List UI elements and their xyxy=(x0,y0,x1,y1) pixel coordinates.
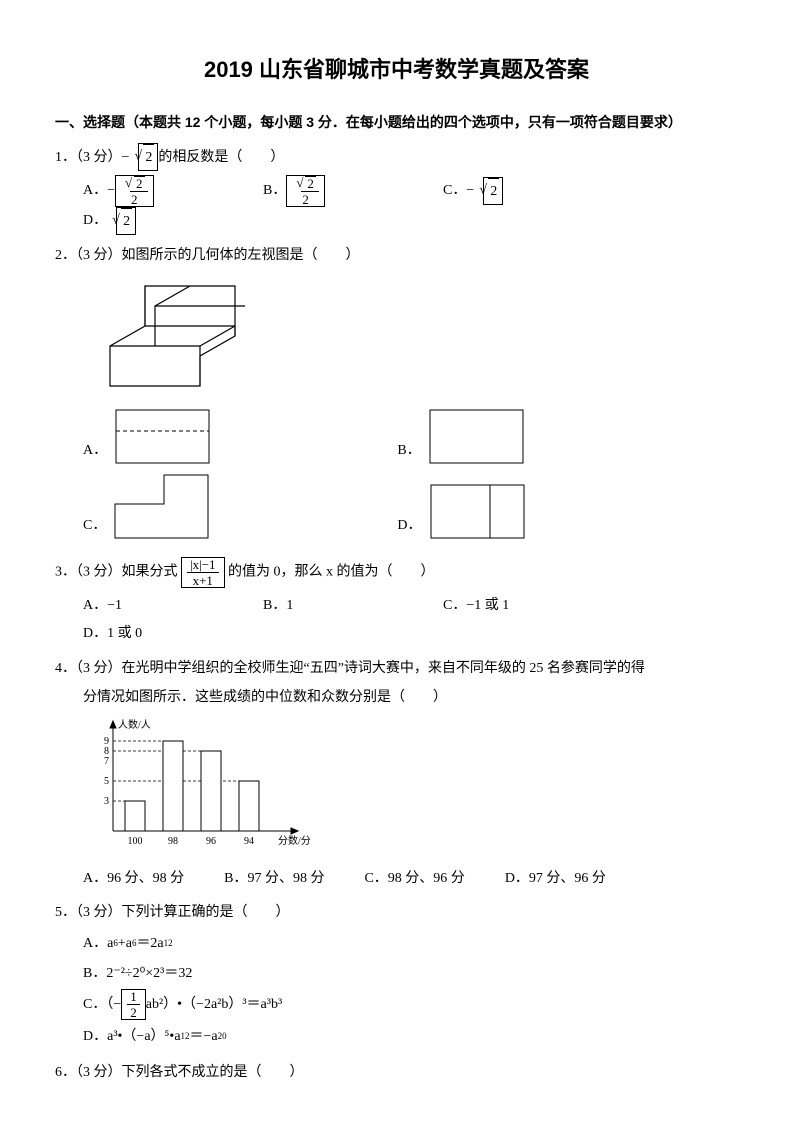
q3-prefix: 3．（3 分）如果分式 xyxy=(55,564,178,579)
q3-opt-d: D．1 或 0 xyxy=(83,620,223,648)
boxed-frac: 22 xyxy=(286,175,325,207)
opt-label: B． xyxy=(263,178,286,203)
svg-text:9: 9 xyxy=(104,736,109,747)
q4-options: A．96 分、98 分 B．97 分、98 分 C．98 分、96 分 D．97… xyxy=(55,864,738,892)
svg-text:7: 7 xyxy=(104,756,109,767)
q5-opt-d: D．a³•（−a）⁵•a12＝−a20 xyxy=(83,1022,698,1050)
q1-prefix: 1．（3 分）− xyxy=(55,150,129,165)
q3-opt-a: A．−1 xyxy=(83,592,223,620)
sqrt-icon: 2 xyxy=(143,144,154,170)
svg-text:8: 8 xyxy=(104,746,109,757)
q1-opt-d: D． 2 xyxy=(83,207,223,235)
q5-options: A．a6+a6＝2a12 B．2⁻²÷2⁰×2³＝32 C．（−12ab²）•（… xyxy=(55,929,738,1052)
svg-text:96: 96 xyxy=(206,836,216,847)
solid-3d-icon xyxy=(100,276,255,391)
y-axis-label: 人数/人 xyxy=(118,718,151,731)
opt-label: A．− xyxy=(83,178,115,203)
boxed-frac: 22 xyxy=(115,175,154,207)
question-5: 5．（3 分）下列计算正确的是（ ） A．a6+a6＝2a12 B．2⁻²÷2⁰… xyxy=(55,900,738,1052)
q3-options: A．−1 B．1 C．−1 或 1 D．1 或 0 xyxy=(55,592,738,648)
svg-text:94: 94 xyxy=(244,836,254,847)
q4-opt-a: A．96 分、98 分 xyxy=(83,864,184,892)
svg-text:98: 98 xyxy=(168,836,178,847)
question-4: 4．（3 分）在光明中学组织的全校师生迎“五四”诗词大赛中，来自不同年级的 25… xyxy=(55,656,738,893)
q5-opt-c: C．（−12ab²）•（−2a²b）³＝a³b³ xyxy=(83,989,698,1020)
gridlines xyxy=(113,741,259,801)
opt-label: C．− xyxy=(443,178,474,203)
page-title: 2019 山东省聊城市中考数学真题及答案 xyxy=(55,50,738,90)
opt-label: D． xyxy=(83,208,107,233)
q4-opt-c: C．98 分、96 分 xyxy=(364,864,464,892)
opt-label: A． xyxy=(83,438,107,463)
q3-opt-c: C．−1 或 1 xyxy=(443,592,583,620)
q2-stem: 2．（3 分）如图所示的几何体的左视图是（ ） xyxy=(55,243,738,268)
q3-stem: 3．（3 分）如果分式 |x|−1x+1 的值为 0，那么 x 的值为（ ） xyxy=(55,557,738,588)
boxed-sqrt: 2 xyxy=(116,207,136,235)
q5-opt-a: A．a6+a6＝2a12 xyxy=(83,929,698,957)
q4-opt-b: B．97 分、98 分 xyxy=(224,864,324,892)
question-1: 1．（3 分）−2的相反数是（ ） A．− 22 B． 22 C．− 2 D． … xyxy=(55,143,738,235)
q2-opt-c: C． xyxy=(83,474,397,539)
x-axis-label: 分数/分 xyxy=(278,834,311,847)
boxed-sqrt: 2 xyxy=(483,177,503,205)
opt-label: D． xyxy=(397,513,421,538)
q1-opt-b: B． 22 xyxy=(263,175,403,207)
q4-bar-chart: 人数/人 分数/分 3 5 7 8 9 xyxy=(83,716,738,860)
q2-opt-a: A． xyxy=(83,409,397,464)
q2-solid-figure xyxy=(100,276,738,400)
q3-suffix: 的值为 0，那么 x 的值为（ ） xyxy=(228,564,435,579)
rect-vline-icon xyxy=(430,484,525,539)
q2-opt-d: D． xyxy=(397,474,711,539)
q4-stem-line1: 4．（3 分）在光明中学组织的全校师生迎“五四”诗词大赛中，来自不同年级的 25… xyxy=(55,656,738,681)
svg-text:100: 100 xyxy=(128,836,143,847)
q5-opt-b: B．2⁻²÷2⁰×2³＝32 xyxy=(83,959,698,987)
q1-opt-c: C．− 2 xyxy=(443,175,583,207)
rect-icon xyxy=(429,409,524,464)
svg-text:3: 3 xyxy=(104,796,109,807)
rect-dash-icon xyxy=(115,409,210,464)
q4-opt-d: D．97 分、96 分 xyxy=(505,864,606,892)
boxed-frac: |x|−1x+1 xyxy=(181,557,225,588)
q1-suffix: 的相反数是（ ） xyxy=(158,150,284,165)
q4-stem-line2: 分情况如图所示．这些成绩的中位数和众数分别是（ ） xyxy=(55,685,738,710)
question-2: 2．（3 分）如图所示的几何体的左视图是（ ） A． B． xyxy=(55,243,738,548)
question-3: 3．（3 分）如果分式 |x|−1x+1 的值为 0，那么 x 的值为（ ） A… xyxy=(55,557,738,648)
section-1-header: 一、选择题（本题共 12 个小题，每小题 3 分．在每小题给出的四个选项中，只有… xyxy=(55,110,738,135)
svg-text:5: 5 xyxy=(104,776,109,787)
q5-stem: 5．（3 分）下列计算正确的是（ ） xyxy=(55,900,738,925)
bars xyxy=(125,741,259,831)
q2-opt-b: B． xyxy=(397,409,711,464)
q1-options: A．− 22 B． 22 C．− 2 D． 2 xyxy=(55,175,738,235)
q1-stem: 1．（3 分）− 2 的相反数是（ ） xyxy=(55,143,738,171)
q1-opt-a: A．− 22 xyxy=(83,175,223,207)
q2-options: A． B． C． D． xyxy=(55,409,738,549)
opt-label: C． xyxy=(83,513,106,538)
y-ticks: 3 5 7 8 9 xyxy=(104,736,109,807)
bar-chart-icon: 人数/人 分数/分 3 5 7 8 9 xyxy=(83,716,313,851)
opt-label: B． xyxy=(397,438,420,463)
x-ticks: 100 98 96 94 xyxy=(128,836,255,847)
q1-sqrt-box: 2 xyxy=(138,143,158,171)
q6-stem: 6．（3 分）下列各式不成立的是（ ） xyxy=(55,1060,738,1085)
l-shape-icon xyxy=(114,474,209,539)
q3-opt-b: B．1 xyxy=(263,592,403,620)
question-6: 6．（3 分）下列各式不成立的是（ ） xyxy=(55,1060,738,1085)
